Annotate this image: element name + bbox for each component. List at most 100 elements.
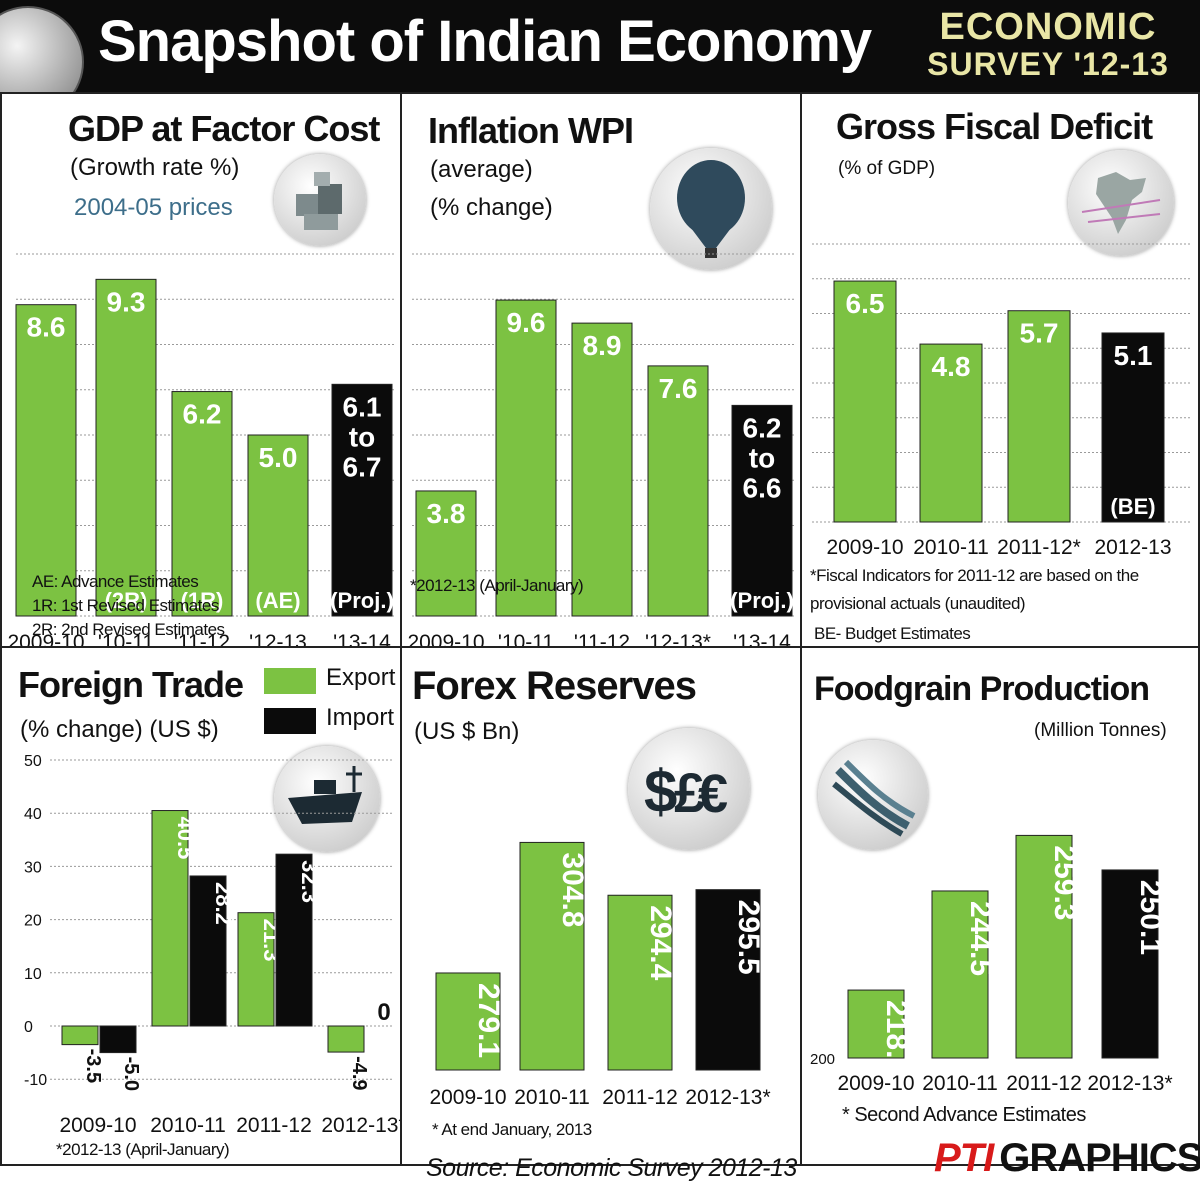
trade-subtitle: (% change) (US $)	[20, 716, 219, 743]
trade-category-label: 2010-11	[150, 1114, 226, 1137]
forex-bar	[519, 841, 585, 1071]
wpi-category-label: '13-14	[733, 631, 791, 646]
food-data-label: 250.1	[1134, 880, 1167, 955]
gdp-data-label: 6.2	[183, 399, 222, 430]
gdp-subtitle-prices: 2004-05 prices	[74, 194, 233, 221]
wpi-chart: 3.8 2009-10 9.6 '10-11 8.9 '11-12 7.6 '12-13* 6.…	[407, 253, 794, 646]
wpi-bar	[571, 322, 633, 617]
gdp-note-2r: 2R: 2nd Revised Estimates	[32, 620, 225, 639]
trade-data-label: -5.0	[120, 1057, 142, 1091]
hot-air-balloon-icon	[650, 148, 772, 270]
forex-bar	[435, 972, 501, 1071]
panel-trade: Foreign Trade (% change) (US $) Export I…	[0, 646, 402, 1166]
fiscal-bar	[1101, 332, 1165, 523]
food-category-label: 2011-12	[1006, 1072, 1082, 1095]
main-title: Snapshot of Indian Economy	[98, 9, 872, 74]
gdp-bar	[247, 434, 309, 617]
food-title: Foodgrain Production	[814, 670, 1150, 708]
fiscal-data-label: 6.5	[846, 288, 885, 319]
pti-logo-mark: PTI	[934, 1136, 994, 1180]
wpi-note: *2012-13 (April-January)	[410, 576, 584, 595]
gdp-subtitle: (Growth rate %)	[70, 154, 240, 181]
wpi-data-label: 3.8	[427, 498, 466, 529]
survey-badge-line1: ECONOMIC	[939, 6, 1157, 48]
trade-note: *2012-13 (April-January)	[56, 1140, 230, 1159]
fiscal-chart: 6.5 2009-10 4.8 2010-11 5.7 2011-12* 5.1 (BE) 20…	[812, 243, 1192, 559]
source-credit: Source: Economic Survey 2012-13	[426, 1154, 797, 1182]
wpi-data-label: 9.6	[507, 307, 546, 338]
svg-text:€: €	[698, 764, 728, 824]
wpi-bar	[415, 490, 477, 617]
gdp-bar-tag: (2R)	[105, 588, 148, 613]
ship-icon	[274, 746, 380, 852]
gdp-category-label: '11-12	[174, 631, 230, 646]
gdp-data-label: 6.1	[343, 391, 382, 422]
forex-note: * At end January, 2013	[432, 1120, 592, 1139]
fiscal-note-3: BE- Budget Estimates	[814, 624, 971, 643]
food-bar	[1015, 834, 1073, 1059]
fiscal-note-1: *Fiscal Indicators for 2011-12 are based…	[810, 566, 1139, 585]
food-category-label: 2010-11	[922, 1072, 998, 1095]
legend-export-swatch	[264, 668, 316, 694]
gdp-bar	[171, 391, 233, 617]
trade-category-label: 2009-10	[59, 1114, 136, 1137]
gdp-bar	[15, 304, 77, 617]
forex-data-label: 295.5	[732, 900, 765, 975]
wpi-data-label: 7.6	[659, 373, 698, 404]
forex-data-label: 279.1	[472, 983, 505, 1058]
food-category-label: 2012-13*	[1087, 1072, 1172, 1095]
forex-subtitle: (US $ Bn)	[414, 718, 520, 745]
wpi-subtitle-change: (% change)	[430, 194, 553, 221]
food-data-label: 218.1	[880, 1000, 913, 1075]
wpi-title: Inflation WPI	[428, 110, 634, 151]
trade-data-label: 32.3	[297, 860, 322, 903]
fiscal-category-label: 2009-10	[826, 536, 903, 559]
forex-title: Forex Reserves	[412, 664, 697, 708]
wpi-category-label: 2009-10	[407, 631, 484, 646]
trade-ytick-label: 40	[24, 806, 42, 823]
forex-category-label: 2010-11	[514, 1086, 590, 1109]
wpi-bar-tag: (Proj.)	[730, 588, 794, 613]
food-data-label: 259.3	[1048, 845, 1081, 920]
gdp-category-label: 2009-10	[7, 631, 84, 646]
forex-bar	[607, 894, 673, 1071]
wheat-icon	[818, 740, 928, 850]
fiscal-title: Gross Fiscal Deficit	[836, 106, 1153, 147]
gdp-data-label: to	[349, 421, 375, 452]
trade-ytick-label: 20	[24, 913, 42, 930]
wpi-data-label: 6.2	[743, 412, 782, 443]
legend-import-swatch	[264, 708, 316, 734]
food-data-label: 244.5	[964, 901, 997, 976]
food-note: * Second Advance Estimates	[842, 1104, 1086, 1126]
svg-text:£: £	[674, 761, 705, 824]
svg-text:$: $	[644, 758, 677, 825]
fiscal-note-2: provisional actuals (unaudited)	[810, 594, 1026, 613]
fiscal-bar-tag: (BE)	[1110, 494, 1155, 519]
panel-food: Foodgrain Production (Million Tonnes) 21…	[800, 646, 1200, 1166]
trade-data-label: 40.5	[173, 817, 198, 860]
fiscal-subtitle: (% of GDP)	[838, 158, 936, 179]
forex-chart: 279.1 2009-10 304.8 2010-11 294.4 2011-12 295.…	[429, 841, 771, 1109]
gdp-note-1r: 1R: 1st Revised Estimates	[32, 596, 219, 615]
forex-data-label: 294.4	[644, 905, 677, 980]
boxes-icon	[274, 154, 366, 246]
gdp-data-label: 5.0	[259, 442, 298, 473]
gdp-title: GDP at Factor Cost	[68, 108, 380, 149]
wpi-bar	[495, 299, 557, 617]
gdp-category-label: '12-13	[249, 631, 307, 646]
trade-bar-export	[237, 912, 275, 1027]
trade-ytick-label: 0	[24, 1019, 33, 1036]
food-subtitle: (Million Tonnes)	[1034, 720, 1167, 741]
wpi-data-label: to	[749, 442, 775, 473]
fiscal-category-label: 2010-11	[913, 536, 989, 559]
currency-icon: $ £ €	[628, 728, 750, 850]
trade-ytick-label: 30	[24, 859, 42, 876]
trade-bar-import	[275, 853, 313, 1027]
legend-import-label: Import	[326, 704, 395, 731]
gdp-data-label: 6.7	[343, 451, 382, 482]
trade-bar-import	[99, 1025, 137, 1054]
food-ytick-label: 200	[810, 1051, 835, 1068]
trade-category-label: 2011-12	[236, 1114, 312, 1137]
wpi-category-label: '12-13*	[645, 631, 711, 646]
